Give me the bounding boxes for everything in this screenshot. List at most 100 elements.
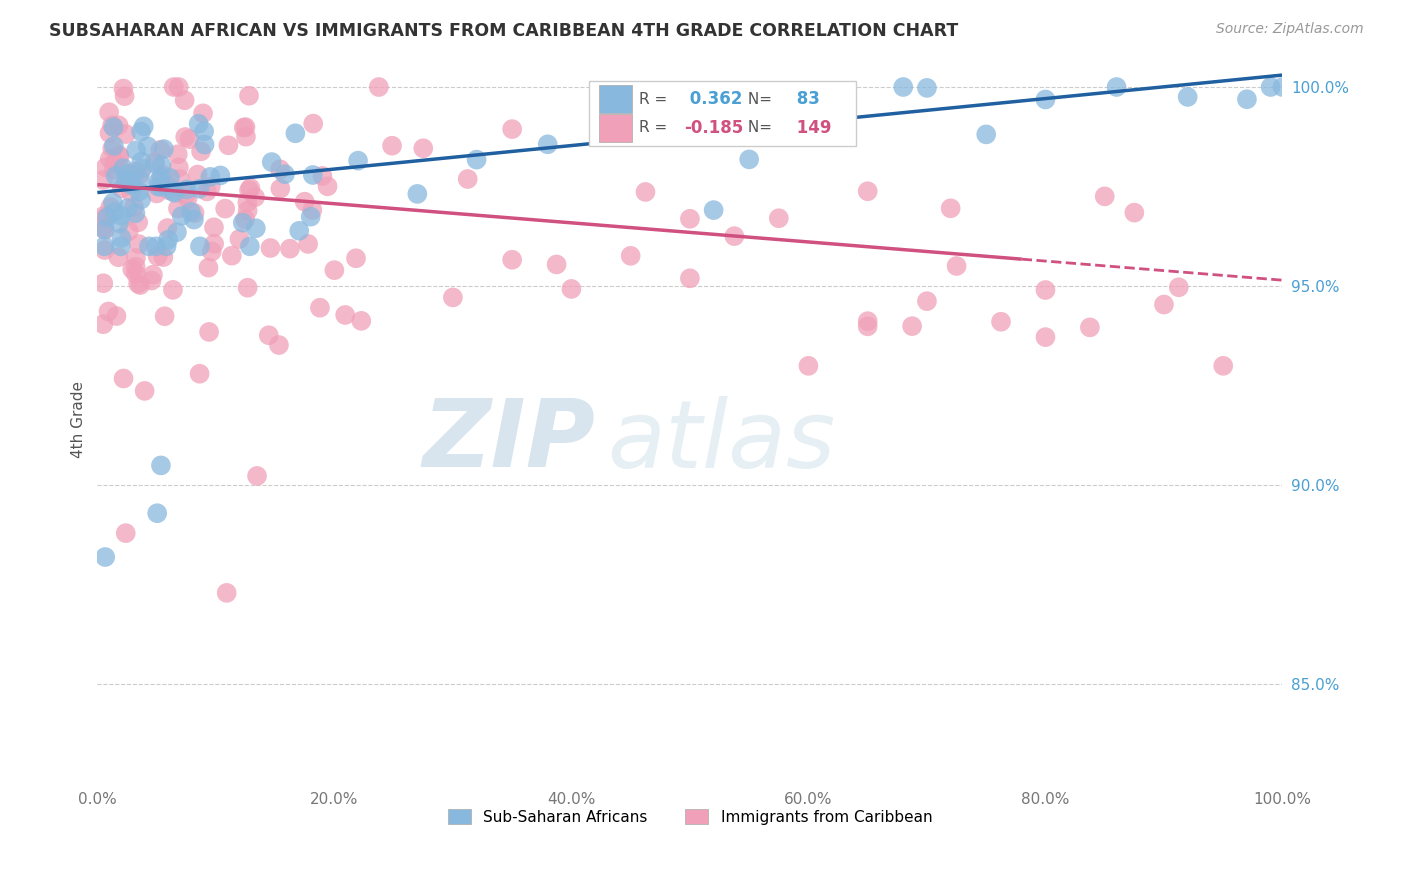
Point — [110, 239, 132, 253]
Point — [149, 458, 172, 473]
Point — [101, 195, 124, 210]
Point — [589, 127, 612, 141]
Point — [465, 153, 488, 167]
Point — [288, 224, 311, 238]
Point — [233, 212, 256, 227]
Point — [457, 172, 479, 186]
Point — [620, 129, 643, 144]
Point — [153, 310, 176, 324]
Point — [236, 281, 259, 295]
Point — [188, 239, 211, 253]
Point — [107, 118, 129, 132]
Point — [176, 182, 198, 196]
Point — [193, 124, 215, 138]
Point — [112, 161, 135, 175]
Text: atlas: atlas — [607, 396, 835, 487]
Point — [110, 209, 132, 223]
Point — [98, 105, 121, 120]
Point — [939, 202, 962, 216]
Point — [149, 143, 172, 157]
Point — [738, 153, 761, 167]
Point — [155, 239, 177, 253]
Point — [129, 167, 152, 181]
Point — [143, 155, 166, 169]
Point — [152, 168, 174, 182]
Point — [127, 277, 149, 291]
Point — [170, 209, 193, 223]
Point — [167, 80, 190, 95]
Point — [406, 186, 429, 201]
Point — [891, 80, 914, 95]
Point — [501, 122, 523, 136]
Point — [112, 81, 135, 95]
Point — [138, 239, 160, 253]
Text: -0.185: -0.185 — [683, 119, 744, 136]
Point — [367, 80, 389, 95]
Point — [157, 183, 180, 197]
Point — [381, 138, 404, 153]
Point — [278, 242, 301, 256]
Point — [131, 154, 153, 169]
Point — [797, 359, 820, 373]
Point — [560, 282, 582, 296]
Point — [1123, 205, 1146, 219]
Point — [101, 141, 124, 155]
Point — [856, 314, 879, 328]
Point — [127, 215, 149, 229]
Point — [114, 526, 136, 541]
Point — [103, 139, 125, 153]
Point — [768, 211, 790, 226]
Point — [1105, 80, 1128, 95]
Point — [183, 206, 205, 220]
Point — [215, 586, 238, 600]
Point — [901, 319, 924, 334]
Point — [107, 250, 129, 264]
Point — [131, 161, 153, 176]
Point — [167, 202, 190, 216]
Point — [1153, 297, 1175, 311]
Point — [1236, 92, 1258, 106]
Text: 0.362: 0.362 — [683, 90, 742, 108]
Point — [104, 155, 127, 169]
Point — [129, 278, 152, 293]
Point — [146, 249, 169, 263]
Point — [202, 220, 225, 235]
Point — [156, 221, 179, 235]
Point — [198, 325, 221, 339]
Point — [91, 173, 114, 187]
Point — [174, 130, 197, 145]
Text: N=: N= — [744, 120, 778, 136]
Point — [143, 157, 166, 171]
Point — [129, 193, 152, 207]
Point — [412, 141, 434, 155]
Point — [163, 186, 186, 200]
Point — [108, 150, 131, 164]
Point — [120, 186, 142, 200]
Point — [201, 244, 224, 259]
Point — [125, 251, 148, 265]
Point — [193, 137, 215, 152]
Point — [1260, 80, 1282, 95]
Point — [221, 249, 243, 263]
Point — [915, 81, 938, 95]
Point — [350, 314, 373, 328]
Point — [679, 211, 702, 226]
Point — [188, 182, 211, 196]
Point — [121, 262, 143, 277]
Point — [166, 225, 188, 239]
Point — [124, 260, 146, 274]
Y-axis label: 4th Grade: 4th Grade — [72, 381, 86, 458]
Point — [335, 308, 357, 322]
Point — [152, 250, 174, 264]
Point — [180, 204, 202, 219]
Point — [187, 117, 209, 131]
Point — [1035, 283, 1057, 297]
Point — [856, 319, 879, 334]
Point — [195, 185, 218, 199]
Point — [103, 120, 125, 135]
Point — [1167, 280, 1189, 294]
Point — [347, 153, 370, 168]
Point — [98, 200, 121, 214]
Point — [703, 203, 725, 218]
Point — [214, 202, 236, 216]
